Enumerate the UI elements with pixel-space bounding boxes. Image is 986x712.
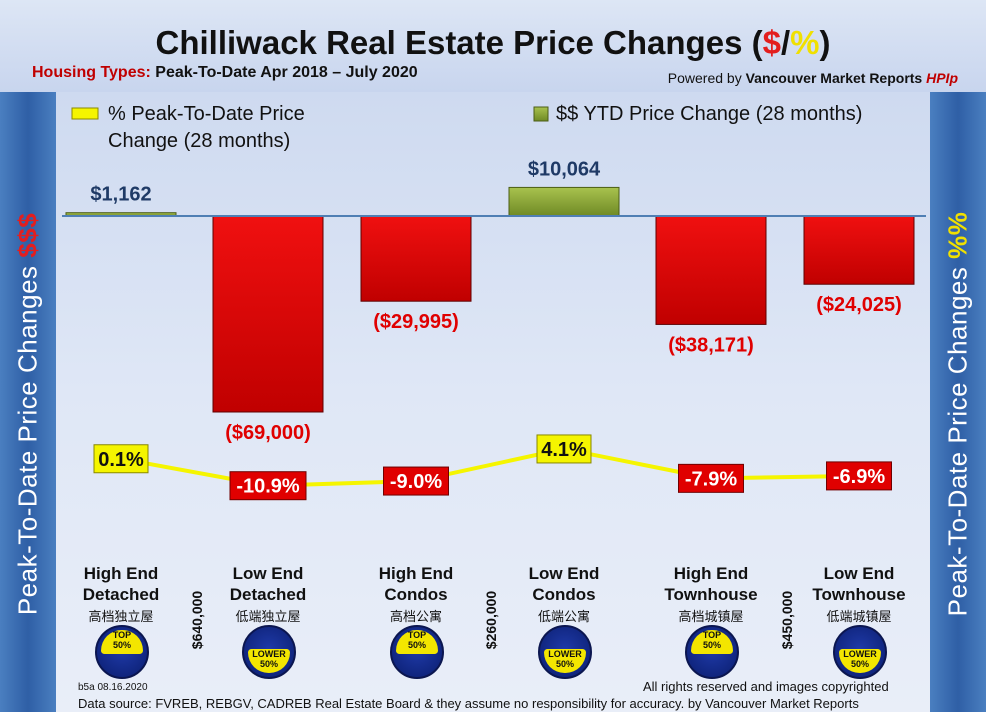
subtitle-label: Housing Types: (32, 64, 151, 81)
footer-rights: All rights reserved and images copyright… (643, 679, 889, 694)
category-line2: Condos (532, 585, 596, 604)
header (0, 0, 986, 92)
badge-text: TOP 50% (101, 630, 143, 654)
category-chinese-5: 低端城镇屋 (826, 609, 892, 624)
footer-source: Data source: FVREB, REBGV, CADREB Real E… (78, 696, 859, 711)
badge-top-50-icon: TOP 50% (95, 625, 149, 679)
bar-label-2: ($29,995) (373, 311, 459, 333)
bar-label-5: ($24,025) (816, 294, 902, 316)
category-chinese-4: 高档城镇屋 (678, 609, 744, 624)
category-line2: Townhouse (664, 585, 758, 604)
percent-label-2: -9.0% (390, 471, 442, 493)
percent-label-box-5 (826, 461, 892, 491)
powered-hpi: HPIp (926, 70, 958, 86)
badge-text: TOP 50% (691, 630, 733, 654)
badge-lower-50-icon: LOWER 50% (242, 625, 296, 679)
legend-line-marker (71, 107, 99, 120)
percent-label-3: 4.1% (541, 439, 587, 461)
badge-text: LOWER 50% (544, 649, 586, 673)
percent-label-5: -6.9% (833, 466, 885, 488)
badge-lower-50-icon: LOWER 50% (538, 625, 592, 679)
powered-by: Powered by Vancouver Market Reports HPIp (668, 70, 958, 86)
bar-label-1: ($69,000) (225, 422, 311, 444)
percent-label-box-3 (536, 434, 592, 464)
category-label-3: Low End Condos (499, 563, 629, 605)
category-line1: High End (673, 564, 749, 583)
bar-4 (655, 215, 767, 325)
title-text: Chilliwack Real Estate Price Changes ( (155, 24, 763, 61)
category-line1: High End (83, 564, 159, 583)
legend-line-label-2: Change (28 months) (108, 130, 291, 152)
title-dollar: $ (762, 24, 781, 61)
bar-label-0: $1,162 (90, 184, 151, 206)
percent-label-box-1 (229, 471, 307, 501)
footer-date: b5a 08.16.2020 (78, 682, 148, 693)
percent-label-box-2 (383, 466, 449, 496)
title-close: ) (819, 24, 831, 61)
badge-top-50-icon: TOP 50% (390, 625, 444, 679)
right-side-panel: Peak-To-Date Price Changes %% (930, 92, 986, 712)
category-label-4: High End Townhouse (646, 563, 776, 605)
chart-subtitle: Housing Types: Peak-To-Date Apr 2018 – J… (32, 64, 418, 82)
title-slash: / (780, 24, 791, 61)
legend-line-label: % Peak-To-Date Price Change (28 months) (108, 101, 305, 155)
category-line2: Condos (384, 585, 448, 604)
left-side-panel: Peak-To-Date Price Changes $$$ (0, 92, 56, 712)
badge-text: LOWER 50% (839, 649, 881, 673)
price-split-label-2: $450,000 (779, 590, 796, 650)
category-line1: Low End (823, 564, 895, 583)
category-line1: Low End (528, 564, 600, 583)
legend-bar-label: $$ YTD Price Change (28 months) (556, 103, 863, 125)
category-line2: Townhouse (812, 585, 906, 604)
category-line2: Detached (229, 585, 307, 604)
legend-line-label-1: % Peak-To-Date Price (108, 103, 305, 125)
percent-label-4: -7.9% (685, 468, 737, 490)
bar-2 (360, 215, 472, 302)
category-label-2: High End Condos (351, 563, 481, 605)
price-split-label-1: $260,000 (483, 590, 500, 650)
category-label-1: Low End Detached (203, 563, 333, 605)
legend-bar-marker (533, 106, 549, 122)
price-split-label-0: $640,000 (189, 590, 206, 650)
badge-text: LOWER 50% (248, 649, 290, 673)
bar-series: $1,162 ($69,000) ($29,995) $10,064 ($38,171)… (65, 158, 915, 444)
subtitle-text: Peak-To-Date Apr 2018 – July 2020 (155, 64, 418, 81)
badge-text: TOP 50% (396, 630, 438, 654)
category-label-0: High End Detached (56, 563, 186, 605)
bar-3 (508, 186, 620, 217)
bar-5 (803, 215, 915, 285)
powered-brand: Vancouver Market Reports (745, 70, 923, 86)
category-chinese-1: 低端独立屋 (235, 609, 301, 624)
category-line2: Detached (82, 585, 160, 604)
category-label-5: Low End Townhouse (794, 563, 924, 605)
percent-label-box-0 (93, 444, 149, 474)
bar-1 (212, 215, 324, 413)
title-percent: % (790, 24, 820, 61)
bar-label-4: ($38,171) (668, 334, 754, 356)
badge-lower-50-icon: LOWER 50% (833, 625, 887, 679)
percent-label-box-4 (678, 463, 744, 493)
category-chinese-0: 高档独立屋 (88, 609, 154, 624)
category-chinese-3: 低端公寓 (537, 609, 590, 624)
category-line1: High End (378, 564, 454, 583)
badge-top-50-icon: TOP 50% (685, 625, 739, 679)
category-line1: Low End (232, 564, 304, 583)
percent-label-1: -10.9% (236, 476, 300, 498)
percent-label-0: 0.1% (98, 449, 144, 471)
powered-prefix: Powered by (667, 70, 742, 86)
bar-label-3: $10,064 (528, 158, 601, 180)
chart-title: Chilliwack Real Estate Price Changes ($/… (0, 24, 986, 62)
category-chinese-2: 高档公寓 (389, 609, 442, 624)
line-series: 0.1% -10.9% -9.0% 4.1% -7.9% -6.9% (93, 434, 892, 501)
